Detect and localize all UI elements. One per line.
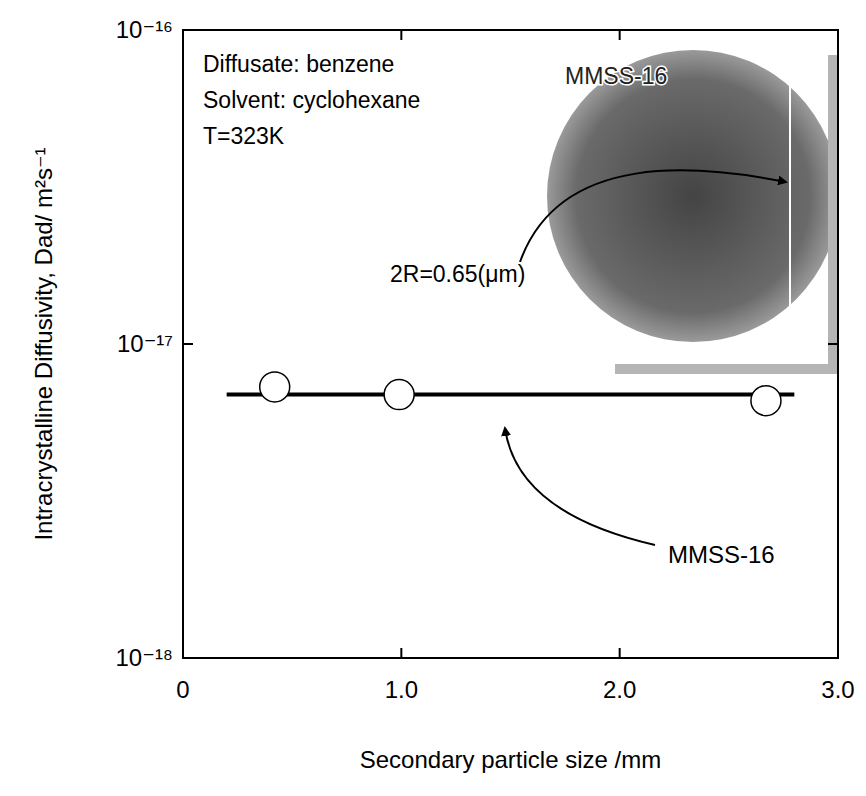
y-tick-label: 10⁻¹⁶	[116, 16, 173, 43]
inset-dimension: 2R=0.65(μm)	[390, 261, 525, 287]
x-tick	[837, 30, 839, 40]
fit-line	[227, 393, 795, 397]
x-tick	[619, 648, 621, 658]
y-tick	[828, 29, 838, 31]
x-tick-label: 2.0	[603, 676, 636, 703]
leader	[505, 428, 655, 545]
y-tick-label: 10⁻¹⁸	[116, 644, 173, 671]
y-tick	[183, 657, 193, 659]
inset-frame	[615, 364, 838, 374]
y-tick	[183, 29, 193, 31]
y-tick-label: 10⁻¹⁷	[117, 330, 173, 357]
data-point	[384, 380, 414, 410]
x-tick	[400, 648, 402, 658]
y-tick	[828, 657, 838, 659]
x-tick-label: 3.0	[821, 676, 854, 703]
data-point	[260, 372, 290, 402]
x-tick	[619, 30, 621, 40]
x-tick-label: 0	[176, 676, 189, 703]
x-tick-label: 1.0	[385, 676, 418, 703]
annotation: Solvent: cyclohexane	[203, 87, 420, 113]
dimension-arrow	[789, 54, 791, 340]
x-tick	[182, 648, 184, 658]
plot-frame	[183, 30, 838, 658]
annotation: T=323K	[203, 123, 285, 149]
leader	[520, 170, 786, 262]
y-tick	[828, 343, 838, 345]
x-tick	[837, 648, 839, 658]
data-point	[751, 386, 781, 416]
chart: MMSS-16 2R=0.65(μm) 0 1.0 2.0 3.0 10⁻¹⁸ 10⁻¹⁷ 10…	[0, 0, 866, 796]
particle	[547, 50, 838, 342]
inset-label: MMSS-16	[565, 63, 667, 89]
data-layer	[227, 372, 795, 416]
y-tick	[183, 343, 193, 345]
inset-frame	[828, 55, 838, 373]
annotation: Diffusate: benzene	[203, 51, 394, 77]
x-axis-title: Secondary particle size /mm	[360, 746, 661, 773]
inset-image	[547, 50, 838, 342]
series-label: MMSS-16	[668, 541, 775, 568]
x-tick	[400, 30, 402, 40]
y-axis-title: Intracrystalline Diffusivity, Dad/ m²s⁻¹	[30, 147, 57, 540]
x-tick	[182, 30, 184, 40]
